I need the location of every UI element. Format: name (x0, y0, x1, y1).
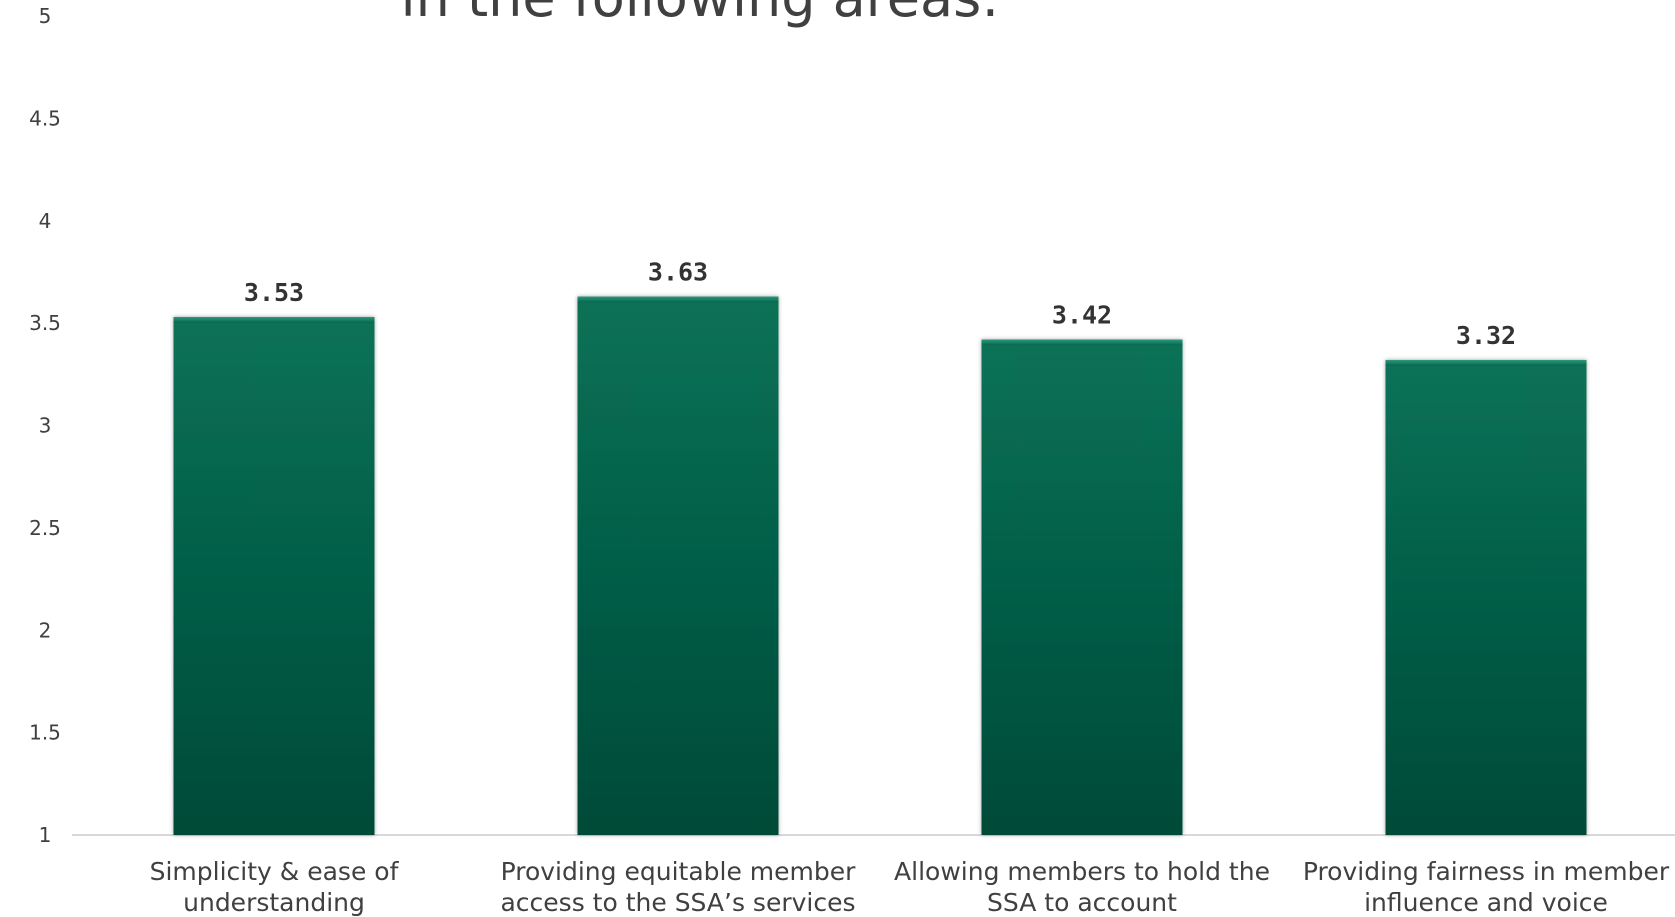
y-tick-label: 4.5 (29, 106, 61, 130)
bar (577, 296, 779, 835)
category-label: Providing equitable member access to the … (500, 857, 856, 917)
bar-top-highlight (577, 296, 779, 303)
category-label-line: SSA to account (987, 888, 1177, 917)
y-tick-label: 2 (39, 618, 52, 642)
y-tick-label: 3.5 (29, 311, 61, 335)
bar (981, 339, 1183, 835)
y-axis-tick-labels: 5 4.5 4 3.5 3 2.5 2 1.5 1 (29, 4, 61, 847)
bar-value-label: 3.42 (1052, 301, 1112, 330)
category-label-line: access to the SSA’s services (500, 888, 855, 917)
y-tick-label: 2.5 (29, 516, 61, 540)
chart-title: in the following areas: (401, 0, 1000, 29)
bar-value-label: 3.32 (1456, 321, 1516, 350)
bar-top-highlight (173, 316, 375, 323)
category-label-line: understanding (183, 888, 365, 917)
category-label-line: influence and voice (1364, 888, 1608, 917)
category-label: Allowing members to hold the SSA to accou… (894, 857, 1270, 917)
y-tick-label: 4 (39, 209, 52, 233)
bar-top-highlight (981, 339, 1183, 346)
category-label-line: Providing equitable member (501, 857, 857, 886)
data-labels: 3.53 3.63 3.42 3.32 (244, 258, 1516, 350)
category-label: Simplicity & ease of understanding (150, 857, 400, 917)
category-label-line: Allowing members to hold the (894, 857, 1270, 886)
bar-series (173, 296, 1587, 835)
category-label-line: Simplicity & ease of (150, 857, 400, 886)
category-labels: Simplicity & ease of understanding Providi… (150, 857, 1670, 917)
category-label-line: Providing fairness in member (1303, 857, 1670, 886)
y-tick-label: 3 (39, 414, 52, 438)
bar (173, 316, 375, 835)
bar-value-label: 3.53 (244, 278, 304, 307)
y-tick-label: 5 (39, 4, 52, 28)
category-label: Providing fairness in member influence an… (1303, 857, 1670, 917)
y-tick-label: 1.5 (29, 721, 61, 745)
bar-value-label: 3.63 (648, 258, 708, 287)
y-tick-label: 1 (39, 823, 52, 847)
bar (1385, 359, 1587, 835)
bar-top-highlight (1385, 359, 1587, 366)
